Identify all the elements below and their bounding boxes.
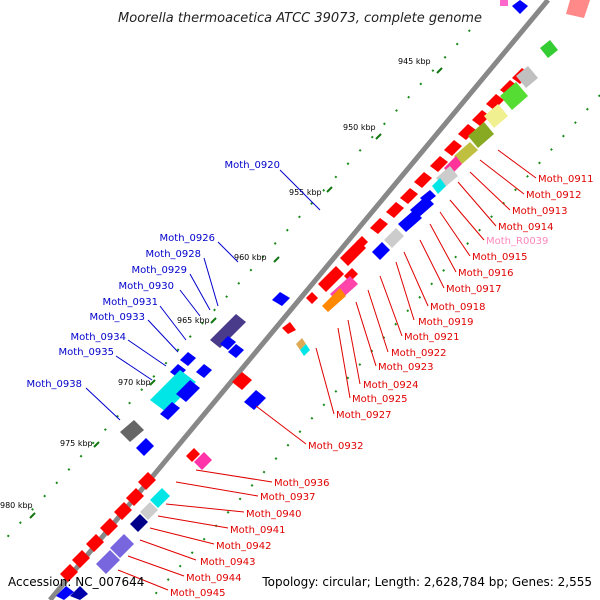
gene-label[interactable]: Moth_0914 [498,222,553,233]
bottom-gene-labels: Moth_0936 Moth_0937 Moth_0940 Moth_0941 … [170,478,329,599]
gene-label[interactable]: Moth_0944 [186,573,241,584]
gene-label[interactable]: Moth_0936 [274,478,329,489]
gene-label[interactable]: Moth_0925 [352,394,407,405]
gene-label[interactable]: Moth_0917 [446,284,501,295]
gene-label[interactable]: Moth_0940 [246,509,301,520]
kbp-label-950: 950 kbp [343,123,376,132]
gene-label[interactable]: Moth_0912 [526,190,581,201]
genes-inner-strand [70,0,590,600]
gene-label[interactable]: Moth_0911 [538,174,593,185]
gene-label[interactable]: Moth_0919 [418,317,473,328]
gene-label[interactable]: Moth_0921 [404,332,459,343]
left-leader-lines [85,169,321,421]
gene-label[interactable]: Moth_0922 [391,348,446,359]
gene-label[interactable]: Moth_0928 [146,249,201,260]
topology-text: Topology: circular; Length: 2,628,784 bp… [261,575,592,589]
genes-outer-strand [56,0,530,600]
gene-label[interactable]: Moth_0930 [119,281,174,292]
gene-label[interactable]: Moth_0932 [308,441,363,452]
kbp-ticks [29,67,443,519]
gene-label[interactable]: Moth_0943 [200,557,255,568]
gene-label[interactable]: Moth_0941 [230,525,285,536]
gene-label[interactable]: Moth_0938 [27,379,82,390]
gene-label[interactable]: Moth_0920 [225,160,280,171]
gene-label[interactable]: Moth_0915 [472,252,527,263]
gene-label[interactable]: Moth_0937 [260,492,315,503]
gene-label[interactable]: Moth_0935 [59,347,114,358]
outer-dotted-line [0,29,471,546]
gene-label[interactable]: Moth_0926 [160,233,215,244]
gene-label[interactable]: Moth_0945 [170,588,225,599]
gene-label[interactable]: Moth_0924 [363,380,418,391]
kbp-label-960: 960 kbp [234,253,267,262]
kbp-label-965: 965 kbp [177,316,210,325]
kbp-label-945: 945 kbp [398,57,431,66]
gene-label[interactable]: Moth_0931 [103,297,158,308]
kbp-label-975: 975 kbp [60,439,93,448]
right-gene-labels: Moth_0911 Moth_0912 Moth_0913 Moth_0914 … [308,174,593,452]
kbp-label-955: 955 kbp [289,188,322,197]
gene-label[interactable]: Moth_0923 [378,362,433,373]
gene-label[interactable]: Moth_0918 [430,302,485,313]
gene-label[interactable]: Moth_0929 [132,265,187,276]
bottom-leader-lines [117,469,273,591]
right-leader-lines [255,149,537,445]
map-title: Moorella thermoacetica ATCC 39073, compl… [118,11,482,26]
gene-label[interactable]: Moth_0934 [71,332,126,343]
gene-label[interactable]: Moth_R0039 [486,236,548,247]
left-gene-labels: Moth_0920 Moth_0926 Moth_0928 Moth_0929 … [27,160,280,390]
gene-label[interactable]: Moth_0927 [336,410,391,421]
inner-dotted-line [149,94,600,600]
kbp-label-970: 970 kbp [118,378,151,387]
gene-label[interactable]: Moth_0933 [90,312,145,323]
gene-label[interactable]: Moth_0913 [512,206,567,217]
gene-label[interactable]: Moth_0942 [216,541,271,552]
gene-label[interactable]: Moth_0916 [458,268,513,279]
kbp-label-980: 980 kbp [0,501,33,510]
accession-text: Accession: NC_007644 [8,575,144,589]
